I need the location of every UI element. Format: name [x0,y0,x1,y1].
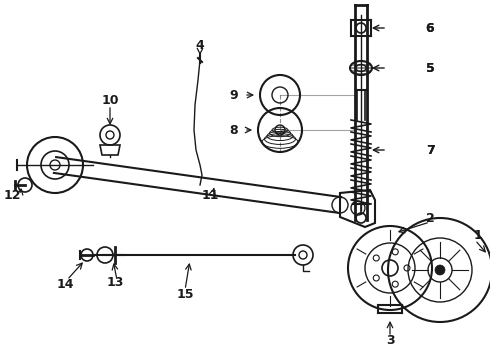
Text: 3: 3 [386,333,394,346]
Text: 13: 13 [106,276,123,289]
Text: 4: 4 [196,39,204,51]
Text: 2: 2 [426,212,434,225]
Text: 12: 12 [3,189,21,202]
Text: 6: 6 [426,22,434,35]
Text: 5: 5 [426,62,434,75]
Text: 15: 15 [176,288,194,302]
Text: 5: 5 [426,62,434,75]
Text: 6: 6 [426,22,434,35]
Text: 1: 1 [474,229,482,242]
Text: 11: 11 [201,189,219,202]
Text: 8: 8 [230,123,238,136]
Text: 14: 14 [56,279,74,292]
Text: 7: 7 [426,144,434,157]
Text: 7: 7 [426,144,434,157]
Text: 9: 9 [230,89,238,102]
Text: 10: 10 [101,94,119,107]
Circle shape [435,265,445,275]
